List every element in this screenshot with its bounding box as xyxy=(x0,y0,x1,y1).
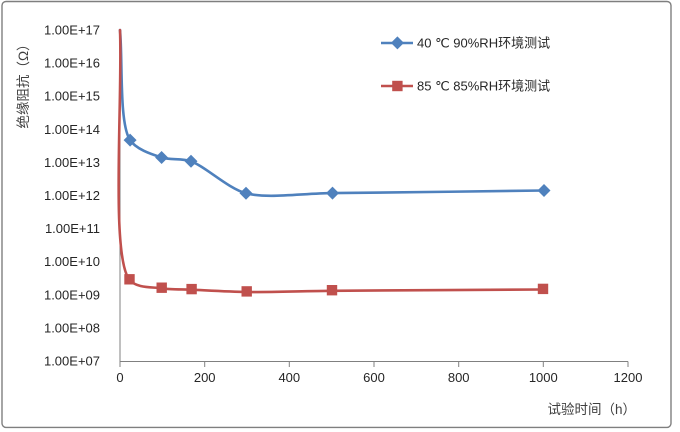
svg-text:400: 400 xyxy=(278,370,300,385)
svg-text:1.00E+17: 1.00E+17 xyxy=(44,23,100,38)
svg-text:1.00E+10: 1.00E+10 xyxy=(44,254,100,269)
svg-text:600: 600 xyxy=(363,370,385,385)
svg-text:85 ℃ 85%RH环境测试: 85 ℃ 85%RH环境测试 xyxy=(417,79,550,94)
svg-text:0: 0 xyxy=(116,370,123,385)
svg-text:1.00E+12: 1.00E+12 xyxy=(44,188,100,203)
svg-text:1.00E+14: 1.00E+14 xyxy=(44,122,100,137)
svg-text:40 ℃ 90%RH环境测试: 40 ℃ 90%RH环境测试 xyxy=(417,36,550,51)
svg-text:200: 200 xyxy=(194,370,216,385)
svg-text:1.00E+11: 1.00E+11 xyxy=(45,221,100,236)
svg-text:绝缘阻抗（Ω）: 绝缘阻抗（Ω） xyxy=(16,37,31,128)
svg-text:试验时间（h）: 试验时间（h） xyxy=(547,402,636,417)
svg-text:1.00E+15: 1.00E+15 xyxy=(44,89,100,104)
svg-text:1.00E+08: 1.00E+08 xyxy=(44,320,100,335)
svg-text:1.00E+09: 1.00E+09 xyxy=(44,287,100,302)
svg-text:800: 800 xyxy=(448,370,470,385)
svg-text:1000: 1000 xyxy=(529,370,558,385)
svg-text:1.00E+07: 1.00E+07 xyxy=(44,354,100,369)
svg-text:1.00E+13: 1.00E+13 xyxy=(44,155,100,170)
svg-text:1200: 1200 xyxy=(614,370,643,385)
svg-text:1.00E+16: 1.00E+16 xyxy=(44,56,100,71)
